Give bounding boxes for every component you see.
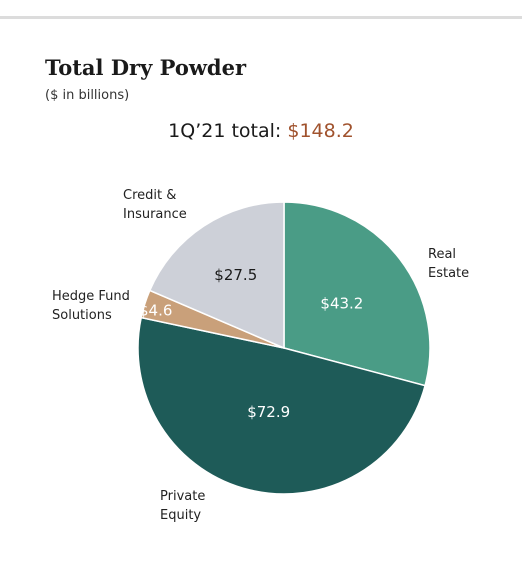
pie-slice-private-equity [137,316,426,495]
value-label-hedge-fund-solutions: $4.6 [139,301,172,319]
pie-slice-real-estate [283,201,431,387]
top-divider [0,16,522,19]
chart-subtitle: ($ in billions) [45,88,130,103]
value-label-private-equity: $72.9 [247,403,290,421]
category-label-credit-insurance: Credit & Insurance [123,188,187,222]
value-label-real-estate: $43.2 [320,295,363,313]
total-label: 1Q’21 total: [168,120,282,142]
value-label-credit-insurance: $27.5 [214,266,257,284]
total-summary: 1Q’21 total: $148.2 [0,120,522,142]
pie-slice-credit-insurance [148,201,285,350]
category-label-hedge-fund-solutions: Hedge Fund Solutions [52,289,130,323]
category-label-real-estate: Real Estate [428,247,469,281]
category-label-private-equity: Private Equity [160,489,205,523]
total-value: $148.2 [287,120,354,142]
chart-title: Total Dry Powder [45,55,247,80]
